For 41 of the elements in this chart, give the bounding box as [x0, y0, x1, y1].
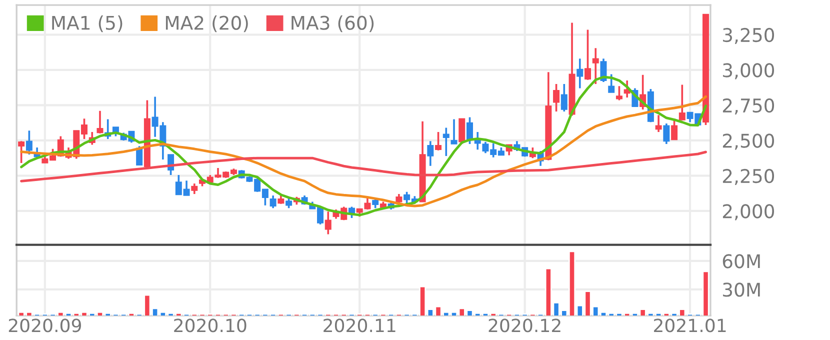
y-tick-label: 2,750: [722, 98, 774, 115]
y-tick-label: 30M: [723, 282, 760, 297]
x-tick-label: 2020.10: [174, 318, 246, 332]
y-tick-label: 60M: [722, 254, 760, 268]
x-tick-label: 2020.11: [324, 318, 396, 332]
candlestick: [553, 83, 560, 112]
candlestick: [442, 126, 450, 157]
candlestick: [324, 210, 332, 236]
y-tick-label: 3,250: [723, 28, 774, 44]
candlestick: [663, 122, 670, 145]
candlestick: [584, 28, 592, 81]
candlestick: [450, 118, 458, 145]
x-tick-label: 2021.01: [654, 318, 726, 332]
line-series: [20, 95, 708, 208]
candlestick: [26, 130, 32, 156]
x-tick-label: 2020.09: [8, 318, 81, 332]
legend-label: MA1 (5): [52, 15, 122, 32]
x-tick-label: 2020.12: [488, 318, 560, 332]
y-tick-label: 2,500: [722, 134, 774, 150]
y-tick-label: 2,000: [722, 204, 774, 220]
candlestick: [96, 110, 104, 134]
candlestick: [427, 140, 434, 167]
candlestick: [655, 114, 662, 133]
candlestick: [372, 197, 379, 210]
candlestick: [592, 47, 599, 85]
legend-label: MA2 (20): [166, 15, 248, 32]
candlestick: [576, 58, 584, 90]
candlestick: [560, 83, 568, 112]
candlestick: [678, 84, 686, 121]
candlestick: [608, 73, 615, 94]
candlestick: [18, 140, 25, 164]
candlestick: [435, 131, 442, 152]
candlestick: [191, 182, 198, 195]
candlestick: [466, 116, 473, 145]
candlestick: [270, 194, 276, 210]
y-tick-label: 3,000: [723, 63, 774, 80]
candlestick: [616, 85, 622, 102]
y-tick-label: 2,250: [722, 168, 774, 186]
legend-label: MA3 (60): [292, 15, 374, 32]
candlestick: [286, 197, 292, 210]
candlestick: [458, 118, 466, 145]
